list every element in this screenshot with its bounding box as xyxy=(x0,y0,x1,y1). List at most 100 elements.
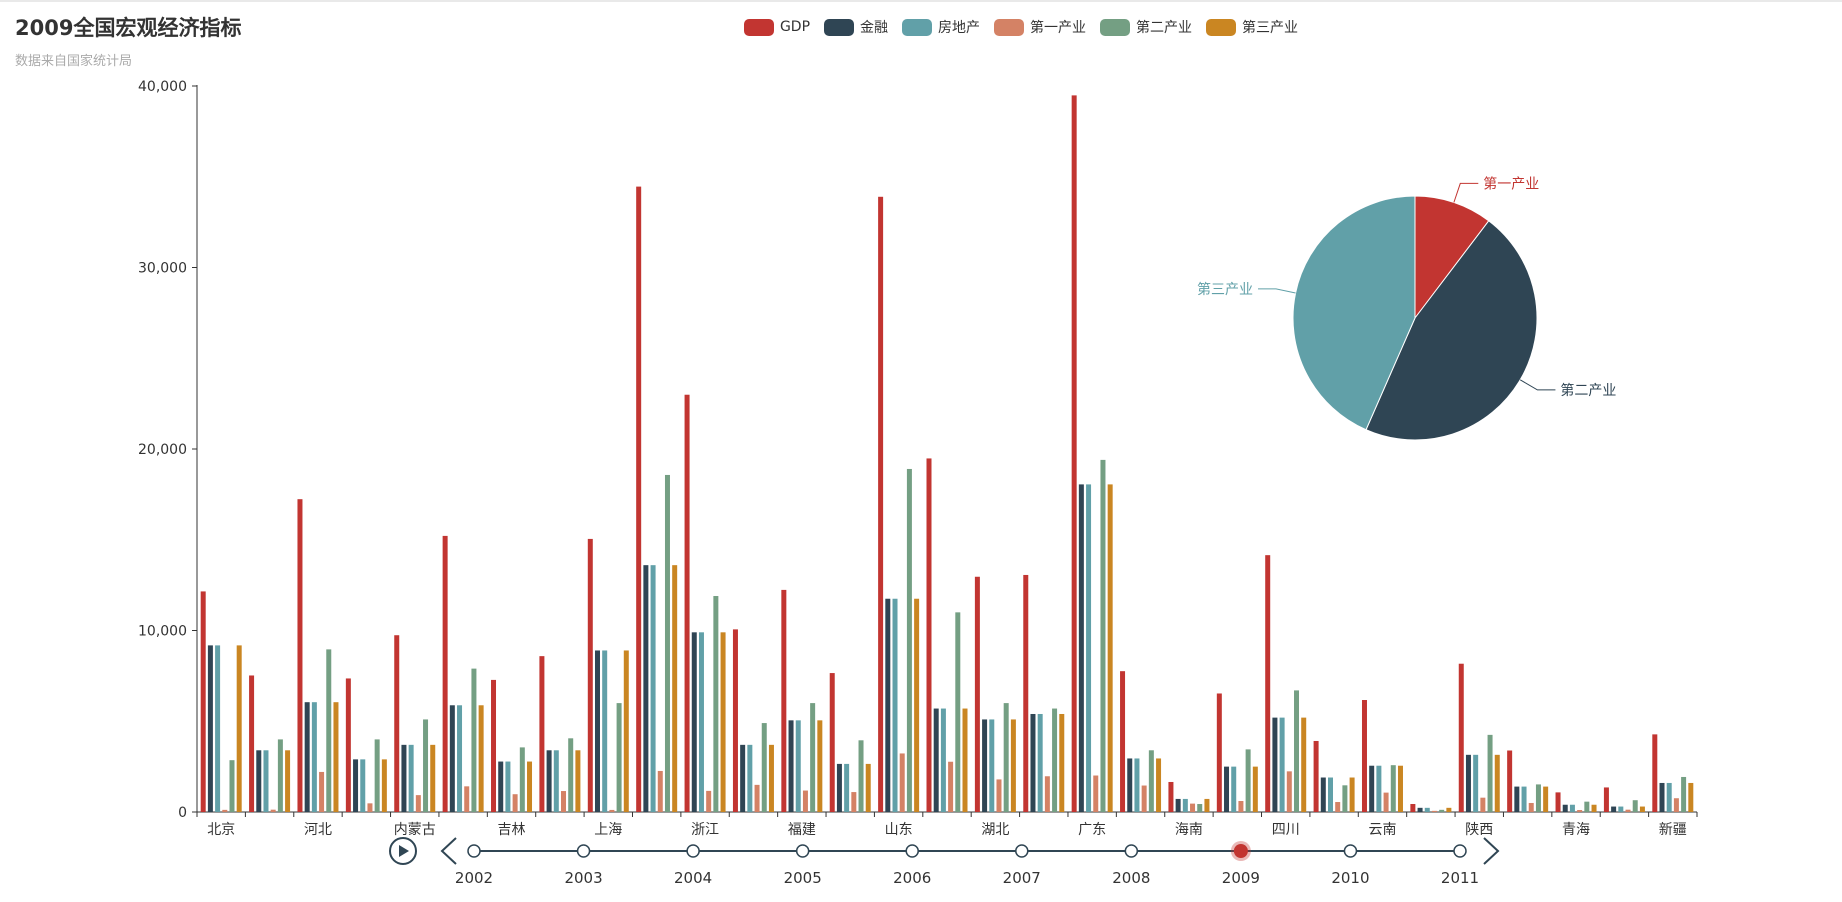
bar[interactable] xyxy=(754,784,760,812)
bar[interactable] xyxy=(1010,719,1016,812)
bar[interactable] xyxy=(955,612,961,812)
bar[interactable] xyxy=(1528,802,1534,812)
bar[interactable] xyxy=(464,786,470,812)
bar[interactable] xyxy=(698,632,704,812)
bar[interactable] xyxy=(1639,806,1645,812)
bar[interactable] xyxy=(215,645,221,812)
bar[interactable] xyxy=(636,186,642,812)
bar[interactable] xyxy=(1093,775,1099,812)
bar[interactable] xyxy=(829,673,835,812)
bar[interactable] xyxy=(319,771,325,812)
bar[interactable] xyxy=(229,760,235,812)
bar[interactable] xyxy=(1197,804,1203,812)
bar[interactable] xyxy=(1543,786,1549,812)
timeline-year-label[interactable]: 2007 xyxy=(1003,869,1041,887)
legend-item-5[interactable]: 第三产业 xyxy=(1206,16,1298,38)
bar[interactable] xyxy=(1286,771,1292,812)
bar[interactable] xyxy=(1480,797,1486,812)
timeline-node[interactable] xyxy=(1124,844,1139,858)
pie-slice[interactable] xyxy=(1365,220,1538,441)
bar[interactable] xyxy=(1168,781,1174,812)
play-icon[interactable] xyxy=(389,837,417,865)
bar[interactable] xyxy=(906,468,912,812)
bar[interactable] xyxy=(1611,806,1617,812)
bar[interactable] xyxy=(914,598,920,812)
bar[interactable] xyxy=(1349,777,1355,812)
chevron-left-icon[interactable] xyxy=(440,837,457,865)
bar[interactable] xyxy=(1224,766,1230,812)
bar[interactable] xyxy=(1555,792,1561,812)
legend-item-3[interactable]: 第一产业 xyxy=(994,16,1086,38)
bar[interactable] xyxy=(1390,765,1396,812)
legend-item-1[interactable]: 金融 xyxy=(824,16,888,38)
bar[interactable] xyxy=(989,719,995,812)
bar[interactable] xyxy=(672,565,678,812)
timeline-node[interactable] xyxy=(905,844,919,858)
bar[interactable] xyxy=(996,779,1002,812)
timeline-node-current[interactable] xyxy=(1233,844,1248,858)
bar[interactable] xyxy=(1086,484,1092,812)
timeline-node[interactable] xyxy=(686,844,700,858)
bar[interactable] xyxy=(249,675,255,812)
bar[interactable] xyxy=(1148,750,1154,812)
timeline-node[interactable] xyxy=(1343,844,1358,858)
bar[interactable] xyxy=(1231,766,1237,812)
timeline-year-label[interactable]: 2003 xyxy=(564,869,602,887)
bar[interactable] xyxy=(933,708,939,812)
pie-slice[interactable] xyxy=(1292,195,1416,431)
bar[interactable] xyxy=(381,759,387,812)
bar[interactable] xyxy=(732,629,738,812)
bar[interactable] xyxy=(345,678,351,812)
bar[interactable] xyxy=(401,744,407,812)
bar[interactable] xyxy=(974,576,980,812)
bar[interactable] xyxy=(761,723,767,812)
bar[interactable] xyxy=(1044,776,1050,812)
timeline-node[interactable] xyxy=(795,844,810,858)
bar[interactable] xyxy=(643,565,649,812)
bar[interactable] xyxy=(1127,758,1133,812)
bar[interactable] xyxy=(1245,749,1251,812)
bar[interactable] xyxy=(691,632,697,812)
chevron-right-icon[interactable] xyxy=(1483,837,1500,865)
pie-slice[interactable] xyxy=(1414,195,1490,320)
bar[interactable] xyxy=(1673,798,1679,812)
bar[interactable] xyxy=(222,809,228,812)
bar[interactable] xyxy=(1584,801,1590,812)
bar[interactable] xyxy=(747,744,753,812)
bar[interactable] xyxy=(768,744,774,812)
bar[interactable] xyxy=(1156,758,1162,812)
bar[interactable] xyxy=(408,744,414,812)
bar[interactable] xyxy=(353,759,359,812)
bar[interactable] xyxy=(553,750,559,812)
bar[interactable] xyxy=(844,763,850,812)
bar[interactable] xyxy=(478,705,484,812)
bar[interactable] xyxy=(1294,690,1300,812)
bar[interactable] xyxy=(1107,484,1113,812)
bar[interactable] xyxy=(781,589,787,812)
bar[interactable] xyxy=(304,702,310,812)
bar[interactable] xyxy=(546,750,552,812)
bar[interactable] xyxy=(539,656,545,812)
bar[interactable] xyxy=(442,535,448,812)
bar[interactable] xyxy=(713,596,719,812)
bar[interactable] xyxy=(982,719,988,812)
timeline-node[interactable] xyxy=(576,844,591,858)
bar[interactable] xyxy=(1514,786,1520,812)
timeline-year-label[interactable]: 2010 xyxy=(1331,869,1369,887)
bar[interactable] xyxy=(1562,804,1568,812)
bar[interactable] xyxy=(609,809,615,812)
bar[interactable] xyxy=(1120,671,1126,812)
bar[interactable] xyxy=(1037,713,1043,812)
bar[interactable] xyxy=(1078,484,1084,812)
bar[interactable] xyxy=(367,803,373,812)
bar[interactable] xyxy=(1487,734,1493,812)
bar[interactable] xyxy=(423,719,429,812)
timeline-node[interactable] xyxy=(1015,844,1029,858)
bar[interactable] xyxy=(200,591,206,812)
legend-item-4[interactable]: 第二产业 xyxy=(1100,16,1192,38)
bar[interactable] xyxy=(1342,785,1348,812)
bar[interactable] xyxy=(594,650,600,812)
bar[interactable] xyxy=(568,738,574,812)
bar[interactable] xyxy=(1603,787,1609,812)
bar[interactable] xyxy=(491,679,497,812)
